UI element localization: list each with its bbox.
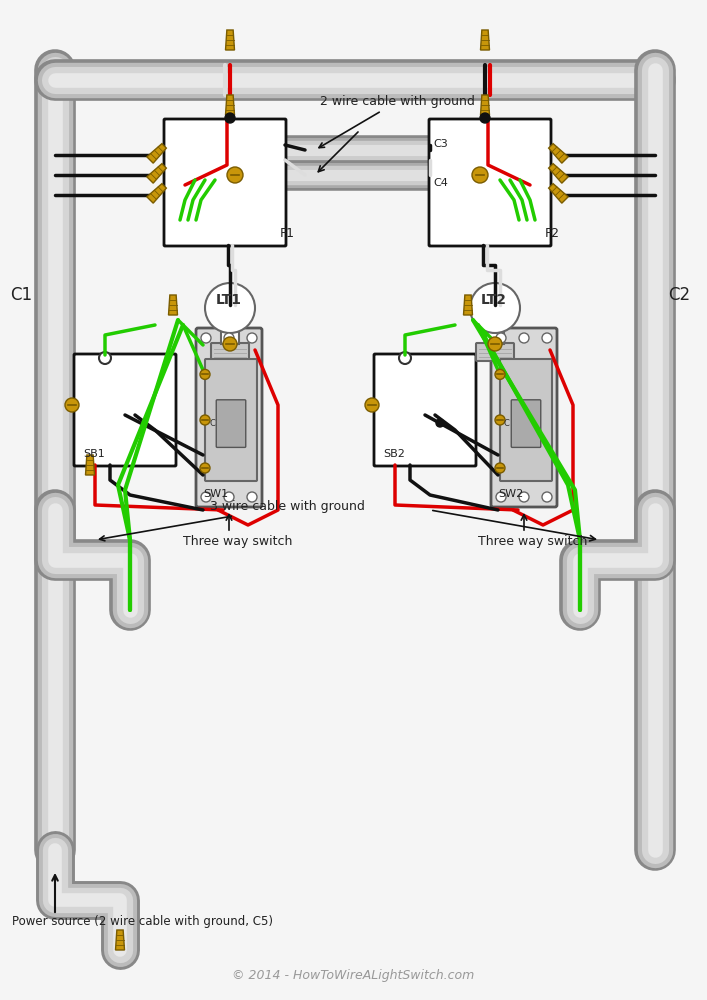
Polygon shape xyxy=(115,930,124,950)
Text: SB2: SB2 xyxy=(383,449,405,459)
Polygon shape xyxy=(147,184,166,203)
Text: C: C xyxy=(504,419,510,428)
Polygon shape xyxy=(481,95,489,115)
Polygon shape xyxy=(168,295,177,315)
FancyBboxPatch shape xyxy=(74,354,176,466)
FancyBboxPatch shape xyxy=(511,400,541,447)
Circle shape xyxy=(542,333,552,343)
Text: SB1: SB1 xyxy=(83,449,105,459)
Text: LT1: LT1 xyxy=(216,293,242,307)
Circle shape xyxy=(201,492,211,502)
Polygon shape xyxy=(549,184,568,203)
Text: C1: C1 xyxy=(10,286,32,304)
Polygon shape xyxy=(86,455,95,475)
Circle shape xyxy=(200,463,210,473)
Circle shape xyxy=(205,283,255,333)
FancyBboxPatch shape xyxy=(476,343,514,361)
Polygon shape xyxy=(549,144,568,163)
Circle shape xyxy=(200,369,210,379)
Circle shape xyxy=(495,369,505,379)
FancyBboxPatch shape xyxy=(374,354,476,466)
Circle shape xyxy=(399,352,411,364)
Polygon shape xyxy=(549,164,568,183)
Circle shape xyxy=(542,492,552,502)
Text: SW2: SW2 xyxy=(498,489,523,499)
FancyBboxPatch shape xyxy=(429,119,551,246)
FancyBboxPatch shape xyxy=(196,328,262,507)
Text: C2: C2 xyxy=(668,286,690,304)
Circle shape xyxy=(247,492,257,502)
FancyBboxPatch shape xyxy=(211,343,249,361)
Text: F1: F1 xyxy=(280,227,295,240)
Circle shape xyxy=(247,333,257,343)
Circle shape xyxy=(201,333,211,343)
Polygon shape xyxy=(464,295,472,315)
Circle shape xyxy=(227,167,243,183)
Circle shape xyxy=(225,113,235,123)
FancyBboxPatch shape xyxy=(491,328,557,507)
Circle shape xyxy=(224,492,234,502)
Text: 3 wire cable with ground: 3 wire cable with ground xyxy=(100,500,365,541)
Polygon shape xyxy=(226,30,235,50)
Text: SW1: SW1 xyxy=(203,489,228,499)
Text: LT2: LT2 xyxy=(481,293,507,307)
FancyBboxPatch shape xyxy=(221,330,239,344)
FancyBboxPatch shape xyxy=(500,359,552,481)
Text: © 2014 - HowToWireALightSwitch.com: © 2014 - HowToWireALightSwitch.com xyxy=(232,969,474,982)
Circle shape xyxy=(436,419,444,427)
Text: C4: C4 xyxy=(433,178,448,188)
Circle shape xyxy=(365,398,379,412)
Circle shape xyxy=(472,167,488,183)
Text: C: C xyxy=(209,419,215,428)
Text: Three way switch: Three way switch xyxy=(478,535,588,548)
FancyBboxPatch shape xyxy=(164,119,286,246)
Circle shape xyxy=(495,463,505,473)
Circle shape xyxy=(488,337,502,351)
Circle shape xyxy=(496,333,506,343)
Circle shape xyxy=(519,333,529,343)
Circle shape xyxy=(480,113,490,123)
Circle shape xyxy=(224,333,234,343)
FancyBboxPatch shape xyxy=(486,330,504,344)
Circle shape xyxy=(200,415,210,425)
Circle shape xyxy=(65,398,79,412)
Text: 2 wire cable with ground: 2 wire cable with ground xyxy=(319,95,475,148)
Polygon shape xyxy=(226,95,235,115)
Circle shape xyxy=(496,492,506,502)
Polygon shape xyxy=(147,144,166,163)
Text: C3: C3 xyxy=(433,139,448,149)
FancyBboxPatch shape xyxy=(205,359,257,481)
Circle shape xyxy=(495,415,505,425)
Polygon shape xyxy=(147,164,166,183)
Circle shape xyxy=(99,352,111,364)
FancyBboxPatch shape xyxy=(216,400,246,447)
Circle shape xyxy=(223,337,237,351)
Text: F2: F2 xyxy=(545,227,560,240)
Circle shape xyxy=(470,283,520,333)
Polygon shape xyxy=(481,30,489,50)
Text: Three way switch: Three way switch xyxy=(183,535,293,548)
Circle shape xyxy=(519,492,529,502)
Text: Power source (2 wire cable with ground, C5): Power source (2 wire cable with ground, … xyxy=(12,915,273,928)
